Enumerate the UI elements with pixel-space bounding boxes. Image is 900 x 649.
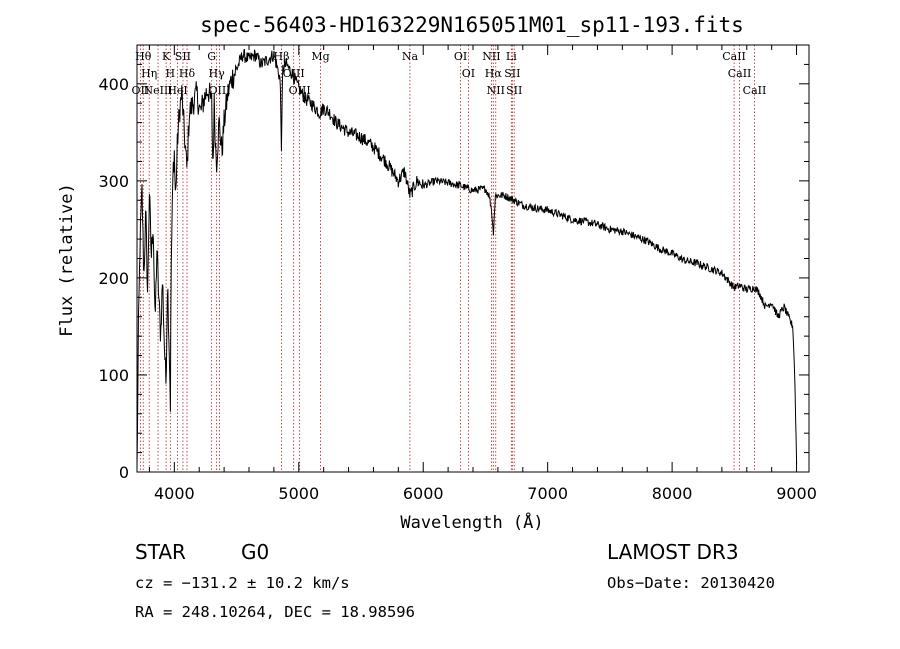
line-label-9: G — [207, 50, 216, 63]
spectrum-series — [136, 48, 798, 468]
y-tick-label-2: 200 — [98, 269, 129, 288]
x-axis-label: Wavelength (Å) — [400, 511, 543, 533]
line-label-17: OI — [454, 50, 467, 63]
line-label-6: HeI — [167, 84, 187, 97]
line-label-21: NII — [487, 84, 505, 97]
line-label-24: SII — [506, 84, 522, 97]
coordinates: RA = 248.10264, DEC = 18.98596 — [135, 603, 415, 621]
line-label-27: CaII — [743, 84, 767, 97]
line-label-12: Hβ — [274, 50, 290, 63]
line-label-18: OI — [462, 67, 475, 80]
x-tick-label-3: 7000 — [527, 484, 568, 503]
y-axis-label: Flux (relative) — [57, 183, 77, 337]
line-label-1: Hη — [141, 67, 157, 80]
line-label-10: Hγ — [209, 67, 226, 80]
line-label-16: Na — [402, 50, 419, 63]
chart-title: spec-56403-HD163229N165051M01_sp11-193.f… — [200, 13, 744, 37]
line-label-13: OIII — [283, 67, 305, 80]
x-tick-label-1: 5000 — [278, 484, 319, 503]
line-label-25: CaII — [722, 50, 746, 63]
spectral-line-labels: HθHηOIINeIIIKHHeISIIHδGHγOIIIHβOIIIOIIIM… — [132, 50, 767, 97]
line-label-2: OII — [132, 84, 150, 97]
line-label-8: Hδ — [179, 67, 196, 80]
plot-frame — [136, 44, 810, 473]
y-tick-label-1: 100 — [98, 366, 129, 385]
redshift-velocity: cz = −131.2 ± 10.2 km/s — [135, 574, 350, 592]
axis-ticks: 4000 5000 6000 7000 8000 9000 0 100 200 300 400 — [98, 44, 817, 503]
line-label-19: NII — [482, 50, 500, 63]
line-label-23: SII — [504, 67, 520, 80]
y-tick-label-0: 0 — [119, 463, 129, 482]
line-label-5: H — [166, 67, 176, 80]
object-class: STAR — [135, 540, 186, 564]
survey-name: LAMOST DR3 — [607, 540, 739, 564]
spectral-line-marks — [139, 45, 755, 472]
line-label-0: Hθ — [135, 50, 152, 63]
x-tick-label-5: 9000 — [776, 484, 817, 503]
line-label-20: Hα — [485, 67, 503, 80]
spectrum-chart: spec-56403-HD163229N165051M01_sp11-193.f… — [57, 13, 817, 533]
y-tick-label-4: 400 — [98, 75, 129, 94]
line-label-26: CaII — [728, 67, 752, 80]
x-tick-label-4: 8000 — [652, 484, 693, 503]
observation-date: Obs−Date: 20130420 — [607, 574, 775, 592]
line-label-7: SII — [175, 50, 191, 63]
line-label-15: Mg — [311, 50, 329, 63]
line-label-3: NeIII — [143, 84, 172, 97]
object-subclass: G0 — [241, 540, 270, 564]
line-label-4: K — [162, 50, 171, 63]
y-tick-label-3: 300 — [98, 172, 129, 191]
x-tick-label-2: 6000 — [403, 484, 444, 503]
spectrum-line — [136, 48, 798, 468]
line-label-22: Li — [506, 50, 517, 63]
x-tick-label-0: 4000 — [154, 484, 195, 503]
